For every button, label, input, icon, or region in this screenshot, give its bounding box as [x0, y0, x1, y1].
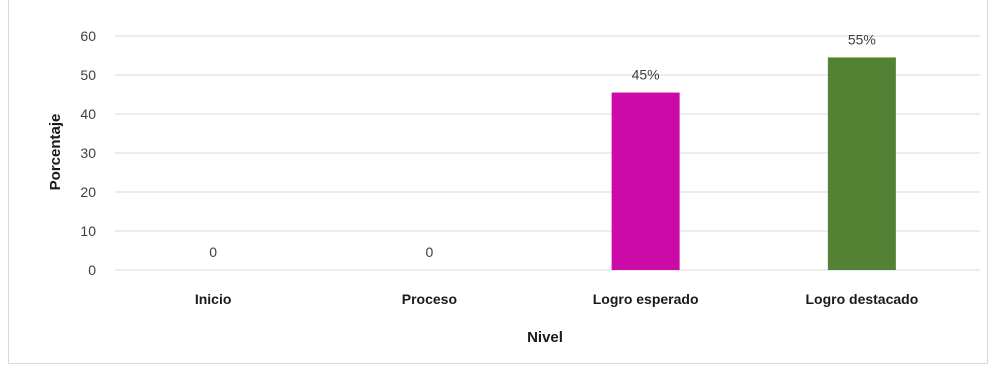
bar-4	[827, 57, 896, 271]
y-tick-label-40: 40	[80, 106, 96, 122]
y-axis-title: Porcentaje	[47, 114, 64, 191]
chart-frame	[8, 0, 988, 364]
category-label-4: Logro destacado	[805, 291, 918, 307]
data-label-2: 0	[425, 244, 433, 260]
data-label-3: 45%	[632, 67, 660, 83]
y-tick-label-50: 50	[80, 67, 96, 83]
data-labels: 0 0 45% 55%	[209, 31, 876, 260]
category-label-2: Proceso	[402, 291, 457, 307]
y-tick-label-0: 0	[88, 262, 96, 278]
x-axis-title: Nivel	[527, 329, 563, 346]
category-label-1: Inicio	[195, 291, 232, 307]
y-tick-labels: 0 10 20 30 40 50 60	[80, 28, 96, 278]
y-tick-label-10: 10	[80, 223, 96, 239]
bar-3	[611, 92, 680, 270]
bars	[611, 57, 896, 271]
category-labels: Inicio Proceso Logro esperado Logro destaca…	[195, 291, 918, 307]
data-label-1: 0	[209, 244, 217, 260]
y-tick-label-20: 20	[80, 184, 96, 200]
category-label-3: Logro esperado	[593, 291, 699, 307]
data-label-4: 55%	[848, 31, 876, 47]
y-tick-label-30: 30	[80, 145, 96, 161]
y-tick-label-60: 60	[80, 28, 96, 44]
